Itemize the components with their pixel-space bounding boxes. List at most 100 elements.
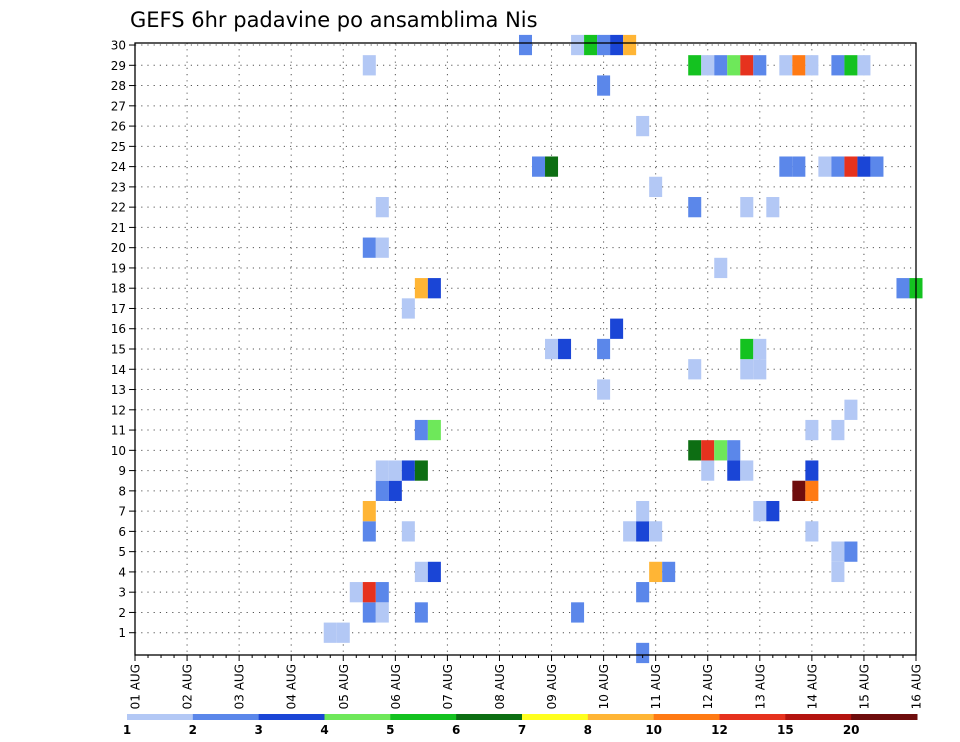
y-tick-label: 15 <box>111 343 126 357</box>
data-cell <box>831 541 845 562</box>
data-cell <box>701 440 715 461</box>
colorbar-swatch <box>785 714 852 720</box>
y-tick-label: 12 <box>111 403 126 417</box>
data-cell <box>714 440 728 461</box>
colorbar-label: 4 <box>320 723 328 737</box>
colorbar-swatch <box>192 714 260 720</box>
data-cell <box>636 582 650 603</box>
data-cell <box>688 55 702 76</box>
data-cell <box>401 298 415 319</box>
data-cell <box>740 460 754 481</box>
data-cell <box>818 156 832 177</box>
data-cell <box>688 197 702 218</box>
chart-title: GEFS 6hr padavine po ansamblima Nis <box>130 8 538 32</box>
x-axis-ticks: 01 AUG 02 AUG 03 AUG 04 AUG 05 AUG 06 AUG 07 A… <box>129 655 924 709</box>
colorbar-swatch <box>522 714 589 720</box>
x-tick-label: 09 AUG <box>545 664 559 709</box>
data-cell <box>740 338 754 360</box>
data-cell <box>571 34 585 56</box>
y-tick-label: 10 <box>111 444 126 458</box>
y-tick-label: 6 <box>118 525 126 539</box>
x-tick-label: 02 AUG <box>181 664 195 709</box>
data-cell <box>414 278 428 299</box>
colorbar-swatch <box>653 714 720 720</box>
data-cell <box>427 278 441 299</box>
data-cell <box>323 622 337 643</box>
data-cell <box>779 55 793 76</box>
colorbar-label: 15 <box>777 723 794 737</box>
colorbar-swatch <box>587 714 655 720</box>
y-tick-label: 9 <box>118 464 126 478</box>
data-cell <box>662 561 676 583</box>
x-tick-label: 06 AUG <box>389 664 403 709</box>
x-tick-label: 04 AUG <box>285 664 299 709</box>
y-tick-label: 3 <box>118 586 126 600</box>
y-tick-label: 7 <box>118 505 126 519</box>
y-tick-label: 29 <box>111 59 126 73</box>
colorbar-swatch <box>851 714 918 720</box>
colorbar-label: 1 <box>123 723 131 737</box>
data-cell <box>805 460 819 481</box>
colorbar-swatch <box>127 714 194 720</box>
data-cell <box>701 460 715 481</box>
y-tick-label: 22 <box>111 201 126 215</box>
data-cell <box>597 34 611 56</box>
data-cell <box>414 602 428 623</box>
y-tick-label: 30 <box>111 39 126 53</box>
data-cell <box>362 55 376 76</box>
y-tick-label: 18 <box>111 282 126 296</box>
colorbar: 1 2 3 4 5 6 7 8 10 12 15 20 <box>123 714 918 737</box>
data-cell <box>753 500 767 522</box>
y-tick-label: 17 <box>111 302 126 316</box>
data-cell <box>727 460 741 481</box>
x-tick-label: 07 AUG <box>441 664 455 709</box>
colorbar-label: 12 <box>711 723 728 737</box>
data-cell <box>610 34 624 56</box>
grid-lines <box>134 43 917 655</box>
colorbar-swatch <box>456 714 523 720</box>
data-cell <box>649 521 663 542</box>
data-cell <box>857 156 871 177</box>
data-cell <box>753 55 767 76</box>
data-cell <box>584 34 598 56</box>
data-cell <box>362 582 376 603</box>
data-cell <box>766 197 780 218</box>
data-cell <box>857 55 871 76</box>
data-cell <box>636 642 650 664</box>
y-tick-label: 4 <box>118 565 126 579</box>
data-cell <box>740 359 754 380</box>
colorbar-label: 10 <box>645 723 662 737</box>
data-cell <box>388 460 402 481</box>
data-cell <box>427 419 441 441</box>
data-cell <box>401 521 415 542</box>
colorbar-swatch <box>390 714 457 720</box>
x-tick-label: 12 AUG <box>701 664 715 709</box>
data-cell <box>636 115 650 137</box>
x-tick-label: 15 AUG <box>857 664 871 709</box>
data-cell <box>688 359 702 380</box>
colorbar-label: 20 <box>843 723 860 737</box>
data-cell <box>401 460 415 481</box>
data-cell <box>532 156 546 177</box>
data-cell <box>727 440 741 461</box>
data-cell <box>792 55 806 76</box>
data-cell <box>375 237 389 258</box>
data-cell <box>388 480 402 501</box>
colorbar-label: 7 <box>518 723 526 737</box>
data-cell <box>688 440 702 461</box>
data-cell <box>414 460 428 481</box>
x-tick-label: 03 AUG <box>233 664 247 709</box>
data-cell <box>336 622 350 643</box>
colorbar-label: 6 <box>452 723 460 737</box>
data-cell <box>375 480 389 501</box>
data-cell <box>649 561 663 583</box>
data-cell <box>362 521 376 542</box>
data-cell <box>597 338 611 360</box>
data-cell <box>831 561 845 583</box>
data-cell <box>766 500 780 522</box>
y-tick-label: 16 <box>111 322 126 336</box>
y-tick-label: 24 <box>111 160 126 174</box>
x-tick-label: 08 AUG <box>493 664 507 709</box>
x-tick-label: 05 AUG <box>337 664 351 709</box>
colorbar-label: 3 <box>254 723 262 737</box>
